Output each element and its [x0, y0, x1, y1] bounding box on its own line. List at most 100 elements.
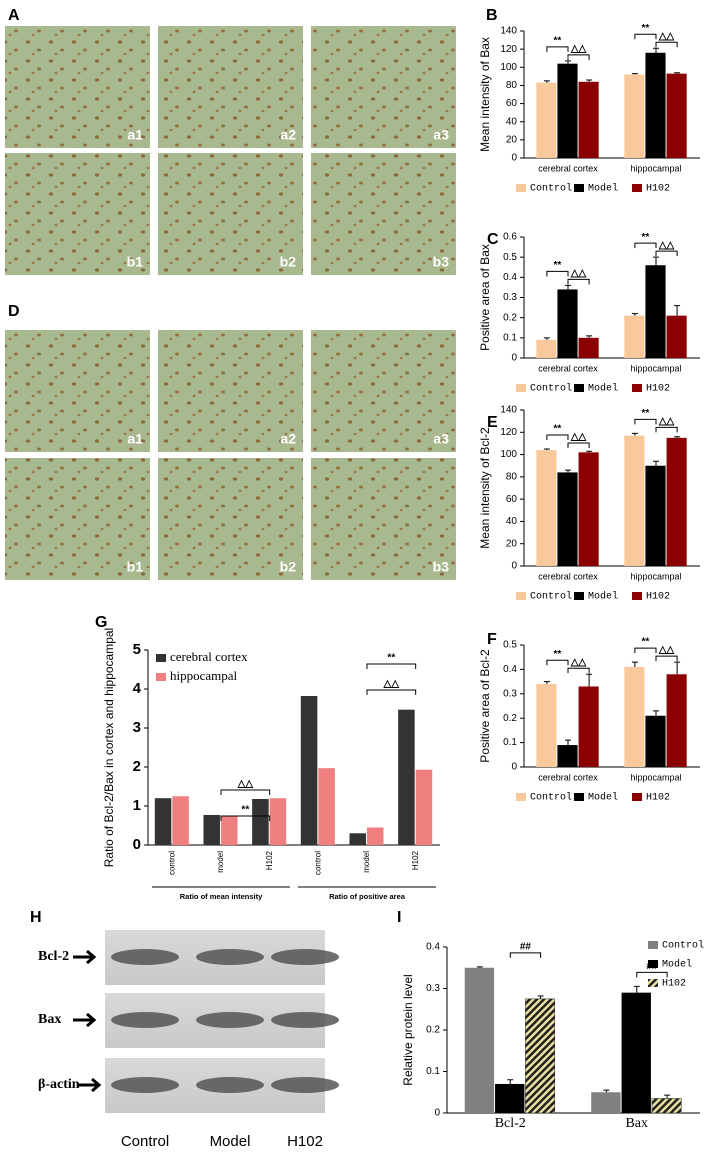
annotation: △△ [658, 240, 675, 251]
error-bar [674, 72, 681, 74]
image-label: b1 [127, 254, 144, 270]
blot-band [111, 1012, 179, 1028]
error-bar [507, 1079, 514, 1084]
x-tick-label: model [362, 851, 371, 873]
panel-letter: D [8, 303, 20, 320]
y-tick-label: 0 [511, 762, 517, 773]
bar [645, 52, 666, 159]
micrograph [5, 458, 150, 580]
bracket [655, 250, 678, 257]
blot-band [196, 1012, 264, 1028]
legend-swatch [516, 184, 526, 192]
annotation: △△ [570, 432, 587, 443]
bracket [655, 41, 678, 48]
error-bar [664, 1094, 671, 1099]
bar [557, 472, 578, 566]
panel-letter: F [487, 631, 497, 648]
bracket [509, 952, 542, 958]
annotation: ** [642, 23, 650, 34]
blot-row-label: β-actin [38, 1077, 80, 1092]
bracket [655, 655, 678, 662]
error-bar [674, 305, 681, 316]
legend-label: H102 [646, 793, 670, 804]
bar [557, 289, 578, 358]
y-tick-label: 100 [500, 62, 517, 73]
bar [398, 709, 415, 845]
micrograph [158, 458, 303, 580]
annotation: △△ [658, 31, 675, 42]
blot-row-label: Bax [38, 1012, 61, 1027]
y-axis-label: Relative protein level [401, 974, 415, 1085]
image-label: a1 [127, 127, 143, 143]
micrograph [5, 26, 150, 148]
annotation: ** [554, 424, 562, 435]
x-tick-label: control [167, 851, 176, 875]
y-tick-label: 140 [500, 26, 517, 37]
annotation: ** [642, 408, 650, 419]
y-axis-label: Mean intensity of Bax [478, 37, 492, 152]
y-tick-label: 20 [506, 538, 518, 549]
y-tick-label: 0.3 [503, 688, 517, 699]
error-bar [586, 79, 593, 82]
y-tick-label: 1 [133, 797, 141, 814]
x-tick-label: hippocampal [630, 163, 681, 173]
y-tick-label: 0.2 [503, 713, 517, 724]
bracket [567, 667, 590, 674]
annotation: △△ [570, 44, 587, 55]
bar [624, 666, 645, 767]
y-tick-label: 0 [511, 153, 517, 164]
micrograph [311, 153, 456, 275]
y-tick-label: 0.4 [426, 942, 440, 953]
blot-band [196, 949, 264, 965]
y-tick-label: 80 [506, 471, 518, 482]
lane-label: H102 [287, 1133, 323, 1150]
micrograph [311, 458, 456, 580]
bar [666, 315, 687, 358]
y-tick-label: 0.1 [503, 737, 517, 748]
y-tick-label: 3 [133, 719, 141, 736]
bracket [634, 647, 657, 654]
micrograph [5, 330, 150, 452]
y-tick-label: 0.4 [503, 272, 517, 283]
bar [536, 339, 557, 358]
y-tick-label: 4 [133, 680, 142, 697]
annotation: ** [642, 637, 650, 648]
image-label: b2 [280, 254, 297, 270]
error-bar [631, 661, 638, 667]
micrograph [158, 330, 303, 452]
x-tick-label: cerebral cortex [538, 772, 598, 782]
annotation: △△ [237, 779, 254, 790]
lane-label: Control [121, 1133, 169, 1150]
x-tick-label: Bax [625, 1116, 648, 1131]
legend-label: Control [530, 792, 572, 804]
y-tick-label: 100 [500, 449, 517, 460]
bar [645, 465, 666, 566]
legend-label: cerebral cortex [170, 649, 248, 664]
bracket [366, 663, 417, 669]
blot-band [196, 1077, 264, 1093]
y-tick-label: 0 [511, 353, 517, 364]
panel-letter: A [8, 7, 20, 24]
legend-swatch [632, 592, 642, 600]
x-tick-label: cerebral cortex [538, 163, 598, 173]
bracket [546, 270, 569, 277]
legend-label: Model [588, 591, 618, 603]
annotation: ** [642, 232, 650, 243]
error-bar [537, 995, 544, 999]
blot-band [111, 949, 179, 965]
y-tick-label: 0 [133, 836, 141, 853]
legend-label: H102 [646, 384, 670, 395]
error-bar [565, 469, 571, 473]
bar [367, 827, 384, 845]
error-bar [565, 739, 571, 746]
legend-swatch [574, 384, 584, 392]
bar [536, 82, 557, 158]
error-bar [586, 450, 593, 453]
y-axis-label: Mean intensity of Bcl-2 [478, 427, 492, 549]
y-tick-label: 0.6 [503, 232, 517, 243]
bar [203, 814, 220, 845]
error-bar [631, 73, 638, 75]
blot-row-label: Bcl-2 [38, 949, 69, 964]
arrow [73, 949, 97, 965]
arrow [78, 1077, 102, 1093]
